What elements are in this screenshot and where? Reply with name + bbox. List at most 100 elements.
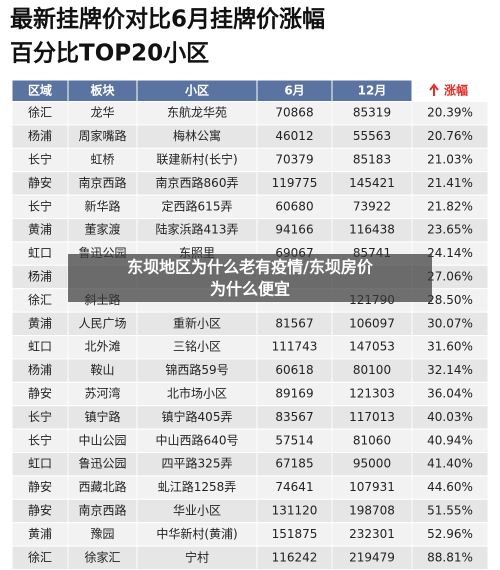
cell-text: 95000	[353, 457, 391, 471]
cell-text: 51.55%	[427, 504, 473, 518]
cell-text: 20.76%	[427, 129, 473, 143]
cell-text: 东航龙华苑	[167, 105, 227, 120]
cell-text: 21.41%	[427, 176, 473, 190]
cell-text: 虹口	[28, 340, 52, 354]
cell-text: 徐家汇	[84, 549, 120, 564]
cell-text: 55563	[353, 129, 391, 143]
cell-text: 24.14%	[427, 246, 473, 260]
cell-text: 三铭小区	[173, 339, 221, 354]
cell-text: 陆家浜路413弄	[156, 222, 239, 237]
cell-text: 46012	[275, 129, 313, 143]
banner: 东坝地区为什么老有疫情/东坝房价 为什么便宜	[68, 254, 432, 302]
cell-text: 40.94%	[427, 433, 473, 447]
cell-text: 40.03%	[427, 410, 473, 424]
cell-text: 117013	[349, 410, 395, 424]
banner-line: 东坝地区为什么老有疫情/东坝房价	[127, 258, 374, 277]
cell-text: 西藏北路	[78, 479, 126, 494]
cell-text: 27.06%	[427, 270, 473, 284]
cell-text: 中华新村(黄浦)	[156, 526, 237, 541]
cell-text: 85183	[353, 153, 391, 167]
cell-text: 董家渡	[84, 222, 120, 237]
header-text: 涨幅	[444, 82, 468, 97]
cell-text: 联建新村(长宁)	[156, 152, 237, 167]
title-line: 百分比TOP20小区	[10, 41, 209, 67]
cell-text: 镇宁路405弄	[162, 409, 233, 424]
cell-text: 重新小区	[173, 315, 221, 330]
cell-text: 88.81%	[427, 550, 473, 564]
cell-text: 徐汇	[28, 105, 52, 120]
cell-text: 虹口	[28, 457, 52, 471]
cell-text: 57514	[275, 433, 313, 447]
cell-text: 徐汇	[28, 549, 52, 564]
cell-text: 30.07%	[427, 316, 473, 330]
cell-text: 中山公园	[78, 432, 126, 447]
header-text: 板块	[90, 82, 115, 97]
cell-text: 44.60%	[427, 480, 473, 494]
cell-text: 杨浦	[28, 269, 52, 284]
cell-text: 黄浦	[28, 316, 52, 330]
cell-text: 北市场小区	[167, 386, 227, 401]
cell-text: 豫园	[90, 527, 114, 541]
cell-text: 华业小区	[173, 504, 221, 518]
title-line: 最新挂牌价对比6月挂牌价涨幅	[10, 6, 325, 33]
cell-text: 23.65%	[427, 223, 473, 237]
cell-text: 74641	[275, 480, 313, 494]
cell-text: 116242	[272, 550, 318, 564]
cell-text: 111743	[272, 340, 318, 354]
cell-text: 70379	[275, 153, 313, 167]
cell-text: 41.40%	[427, 457, 473, 471]
cell-text: 长宁	[28, 432, 52, 447]
cell-text: 131120	[272, 504, 318, 518]
cell-text: 52.96%	[427, 527, 473, 541]
cell-text: 南京西路	[78, 175, 126, 190]
cell-text: 81060	[353, 433, 391, 447]
cell-text: 周家嘴路	[78, 128, 126, 143]
cell-text: 人民广场	[78, 316, 126, 330]
cell-text: 锦西路59号	[165, 362, 228, 377]
cell-text: 镇宁路	[84, 409, 120, 424]
cell-text: 北外滩	[84, 340, 120, 354]
cell-text: 虬江路1258弄	[158, 479, 237, 494]
cell-text: 苏河湾	[84, 386, 120, 401]
cell-text: 80100	[353, 363, 391, 377]
cell-text: 21.82%	[427, 199, 473, 213]
cell-text: 81567	[275, 316, 313, 330]
header-text: 小区	[185, 82, 209, 97]
header-text: 6月	[284, 83, 304, 97]
cell-text: 梅林公寓	[173, 128, 221, 143]
banner-bg	[68, 254, 432, 302]
cell-text: 虹口	[28, 246, 52, 260]
cell-text: 杨浦	[28, 128, 52, 143]
cell-text: 新华路	[84, 198, 120, 213]
cell-text: 宁村	[185, 549, 209, 564]
cell-text: 龙华	[90, 106, 114, 120]
cell-text: 232301	[349, 527, 395, 541]
cell-text: 20.39%	[427, 106, 473, 120]
cell-text: 长宁	[28, 409, 52, 424]
cell-text: 四平路325弄	[162, 456, 233, 471]
cell-text: 219479	[349, 550, 395, 564]
cell-text: 147053	[349, 340, 395, 354]
cell-text: 70868	[275, 106, 313, 120]
cell-text: 静安	[28, 386, 52, 401]
cell-text: 定西路615弄	[162, 198, 233, 213]
cell-text: 鞍山	[90, 362, 114, 377]
header-text: 区域	[28, 82, 52, 97]
cell-text: 长宁	[28, 198, 52, 213]
cell-text: 鲁迅公园	[78, 457, 126, 471]
cell-text: 黄浦	[28, 223, 52, 237]
cell-text: 南京西路	[78, 503, 126, 518]
cell-text: 89169	[275, 387, 313, 401]
cell-text: 32.14%	[427, 363, 473, 377]
cell-text: 151875	[272, 527, 318, 541]
cell-text: 106097	[349, 316, 395, 330]
cell-text: 虹桥	[90, 153, 114, 167]
header-text: 12月	[358, 83, 387, 97]
cell-text: 60618	[275, 363, 313, 377]
cell-text: 28.50%	[427, 293, 473, 307]
cell-text: 198708	[349, 504, 395, 518]
cell-text: 南京西路860弄	[156, 175, 239, 190]
cell-text: 静安	[28, 175, 52, 190]
